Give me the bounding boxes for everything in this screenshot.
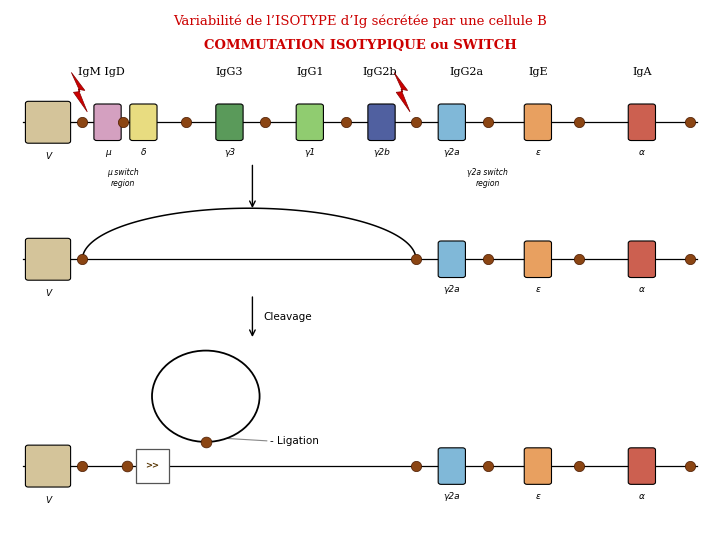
Text: ε: ε bbox=[536, 148, 540, 157]
Text: γ2a switch
region: γ2a switch region bbox=[467, 168, 508, 188]
Text: V: V bbox=[45, 289, 51, 298]
Point bbox=[573, 255, 585, 264]
Point bbox=[76, 462, 88, 470]
Text: γ3: γ3 bbox=[224, 148, 235, 157]
Text: γ2a: γ2a bbox=[444, 492, 460, 501]
Point bbox=[573, 118, 585, 126]
FancyBboxPatch shape bbox=[438, 241, 465, 278]
FancyBboxPatch shape bbox=[524, 241, 552, 278]
Point bbox=[76, 255, 88, 264]
Point bbox=[482, 462, 493, 470]
Polygon shape bbox=[394, 72, 410, 112]
Text: IgM IgD: IgM IgD bbox=[78, 66, 125, 77]
Text: γ2a: γ2a bbox=[444, 285, 460, 294]
Point bbox=[410, 255, 422, 264]
Point bbox=[121, 462, 132, 470]
FancyBboxPatch shape bbox=[629, 104, 655, 140]
Text: α: α bbox=[639, 492, 645, 501]
Point bbox=[684, 118, 696, 126]
Point bbox=[684, 462, 696, 470]
FancyBboxPatch shape bbox=[629, 241, 655, 278]
Text: Variabilité de l’ISOTYPE d’Ig sécrétée par une cellule B: Variabilité de l’ISOTYPE d’Ig sécrétée p… bbox=[173, 15, 547, 28]
FancyBboxPatch shape bbox=[368, 104, 395, 140]
FancyBboxPatch shape bbox=[296, 104, 323, 140]
Polygon shape bbox=[71, 72, 87, 112]
FancyBboxPatch shape bbox=[25, 445, 71, 487]
Point bbox=[260, 118, 271, 126]
Text: μ switch
region: μ switch region bbox=[107, 168, 139, 188]
Point bbox=[573, 462, 585, 470]
FancyBboxPatch shape bbox=[524, 104, 552, 140]
Text: ε: ε bbox=[536, 285, 540, 294]
FancyBboxPatch shape bbox=[629, 448, 655, 484]
Text: COMMUTATION ISOTYPIQUE ou SWITCH: COMMUTATION ISOTYPIQUE ou SWITCH bbox=[204, 39, 516, 52]
Ellipse shape bbox=[152, 350, 260, 442]
FancyBboxPatch shape bbox=[135, 449, 168, 483]
Text: - Ligation: - Ligation bbox=[270, 436, 319, 446]
FancyBboxPatch shape bbox=[438, 448, 465, 484]
FancyBboxPatch shape bbox=[25, 102, 71, 143]
Point bbox=[684, 255, 696, 264]
Text: >>: >> bbox=[145, 462, 159, 470]
Text: IgA: IgA bbox=[632, 66, 652, 77]
FancyBboxPatch shape bbox=[524, 448, 552, 484]
FancyBboxPatch shape bbox=[438, 104, 465, 140]
Text: IgG1: IgG1 bbox=[296, 66, 323, 77]
Text: IgG3: IgG3 bbox=[216, 66, 243, 77]
Text: V: V bbox=[45, 152, 51, 161]
Point bbox=[117, 118, 129, 126]
Text: Switch circle: Switch circle bbox=[175, 392, 237, 401]
Text: IgG2a: IgG2a bbox=[449, 66, 483, 77]
Text: μ: μ bbox=[104, 148, 110, 157]
Point bbox=[340, 118, 351, 126]
Point bbox=[76, 118, 88, 126]
Text: δ: δ bbox=[140, 148, 146, 157]
Point bbox=[181, 118, 192, 126]
Text: IgE: IgE bbox=[528, 66, 548, 77]
FancyBboxPatch shape bbox=[130, 104, 157, 140]
Text: γ2a: γ2a bbox=[444, 148, 460, 157]
Text: γ2b: γ2b bbox=[373, 148, 390, 157]
Point bbox=[410, 118, 422, 126]
Text: ε: ε bbox=[536, 492, 540, 501]
FancyBboxPatch shape bbox=[25, 238, 71, 280]
Text: α: α bbox=[639, 148, 645, 157]
Text: α: α bbox=[639, 285, 645, 294]
FancyBboxPatch shape bbox=[94, 104, 121, 140]
Text: IgG2b: IgG2b bbox=[363, 66, 397, 77]
Point bbox=[482, 255, 493, 264]
Text: γ1: γ1 bbox=[305, 148, 315, 157]
Point bbox=[200, 437, 212, 446]
FancyBboxPatch shape bbox=[216, 104, 243, 140]
Point bbox=[410, 462, 422, 470]
Text: V: V bbox=[45, 496, 51, 505]
Text: Cleavage: Cleavage bbox=[264, 312, 312, 322]
Point bbox=[482, 118, 493, 126]
